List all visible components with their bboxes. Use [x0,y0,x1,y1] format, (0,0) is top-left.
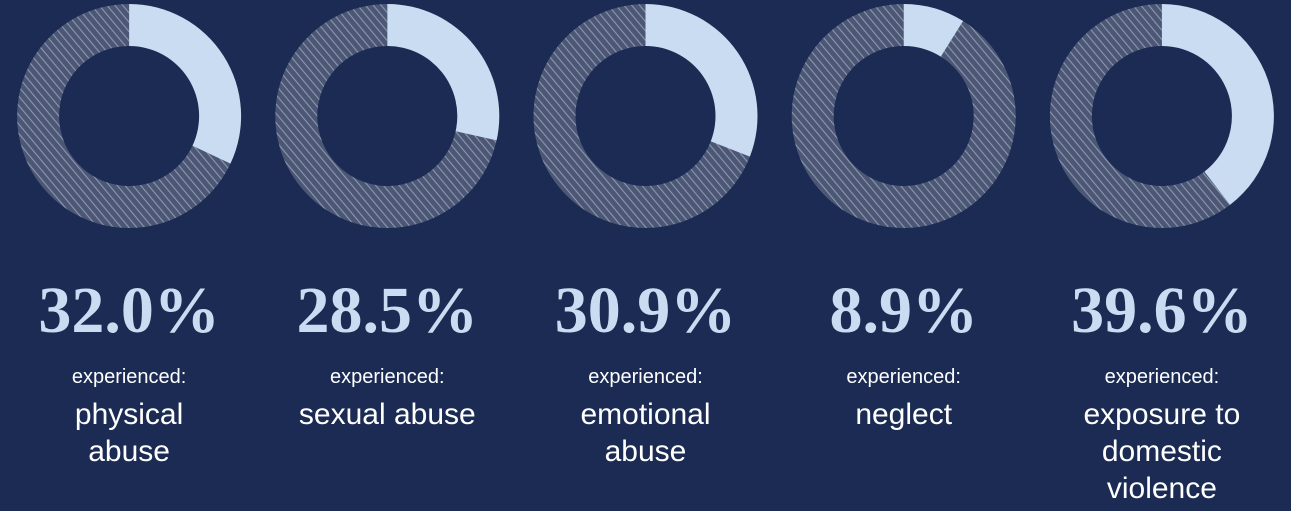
donut-remainder [533,4,750,228]
percent-label: 28.5% [297,274,479,347]
percent-label: 8.9% [829,274,978,347]
category-label: exposure to domestic violence [1083,398,1241,505]
donut-segment [129,4,242,164]
percent-label: 39.6% [1071,274,1253,347]
subtitle: experienced: [330,366,445,388]
category-label: neglect [855,398,953,431]
subtitle: experienced: [588,366,703,388]
percent-label: 30.9% [555,274,737,347]
category-label: physical abuse [74,398,184,468]
category-label: sexual abuse [298,398,476,431]
subtitle: experienced: [846,366,961,388]
subtitle: experienced: [71,366,187,388]
donut-segment [645,4,758,157]
subtitle: experienced: [1104,366,1220,388]
percent-label: 32.0% [38,274,220,347]
donut-remainder [1049,4,1230,228]
donut-remainder [791,4,1016,229]
category-label: emotional abuse [580,398,711,468]
donut-remainder [17,4,231,228]
donut-segment [387,4,500,141]
donut-segment [1161,4,1274,205]
donut-remainder [275,4,497,229]
donut-segment [903,4,964,57]
